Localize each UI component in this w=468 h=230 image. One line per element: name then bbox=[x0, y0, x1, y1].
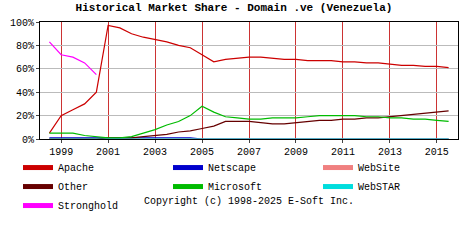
svg-text:80%: 80% bbox=[16, 41, 34, 52]
svg-text:2007: 2007 bbox=[237, 147, 261, 158]
svg-text:60%: 60% bbox=[16, 64, 34, 75]
svg-text:WebSTAR: WebSTAR bbox=[358, 182, 400, 193]
svg-text:2001: 2001 bbox=[96, 147, 120, 158]
svg-text:40%: 40% bbox=[16, 88, 34, 99]
svg-text:2015: 2015 bbox=[425, 147, 449, 158]
svg-text:2003: 2003 bbox=[143, 147, 167, 158]
svg-text:Stronghold: Stronghold bbox=[58, 201, 118, 212]
svg-text:2009: 2009 bbox=[284, 147, 308, 158]
svg-text:Apache: Apache bbox=[58, 163, 94, 174]
svg-text:0%: 0% bbox=[22, 135, 34, 146]
svg-text:Copyright (c) 1998-2025 E-Soft: Copyright (c) 1998-2025 E-Soft Inc. bbox=[144, 196, 354, 207]
svg-text:Microsoft: Microsoft bbox=[208, 182, 262, 193]
svg-text:100%: 100% bbox=[10, 18, 34, 29]
svg-text:20%: 20% bbox=[16, 111, 34, 122]
svg-text:Other: Other bbox=[58, 182, 88, 193]
svg-text:Historical Market Share - Doma: Historical Market Share - Domain .ve (Ve… bbox=[76, 2, 393, 14]
svg-text:2013: 2013 bbox=[378, 147, 402, 158]
svg-text:WebSite: WebSite bbox=[358, 163, 400, 174]
svg-text:2005: 2005 bbox=[190, 147, 214, 158]
svg-text:1999: 1999 bbox=[49, 147, 73, 158]
svg-text:Netscape: Netscape bbox=[208, 163, 256, 174]
svg-text:2011: 2011 bbox=[331, 147, 355, 158]
